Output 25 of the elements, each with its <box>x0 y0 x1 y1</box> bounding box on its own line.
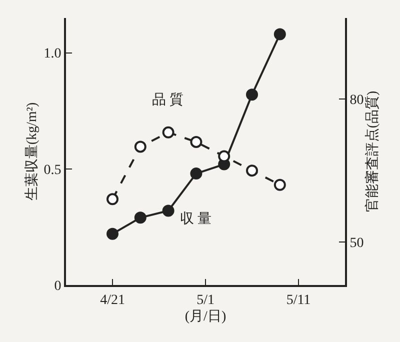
x-tick-label: 5/1 <box>196 292 214 308</box>
y2-tick-label: 80 <box>350 92 364 108</box>
point <box>274 178 286 191</box>
point <box>190 168 202 180</box>
point <box>162 204 174 217</box>
point <box>134 212 146 224</box>
x-axis-title: (月/日) <box>184 310 226 325</box>
point <box>106 228 118 240</box>
y-tick-label: 1.0 <box>44 46 62 62</box>
point <box>106 193 118 206</box>
series-label: 品 質 <box>152 92 184 108</box>
y2-axis-title: 官能審査評点(品質) <box>364 90 381 212</box>
x-tick-label: 5/11 <box>286 292 311 308</box>
point <box>134 140 146 153</box>
point <box>246 164 258 177</box>
y-axis-title: 生葉収量(kg/m²) <box>24 102 40 201</box>
x-tick-label: 4/21 <box>100 292 125 308</box>
series-label: 収 量 <box>180 211 212 227</box>
point <box>246 88 258 101</box>
point <box>162 126 174 138</box>
y2-tick-label: 50 <box>350 236 364 251</box>
y-tick-label: 0.5 <box>44 162 62 178</box>
point <box>274 28 286 40</box>
y-tick-label: 0 <box>54 278 62 294</box>
point <box>190 136 202 148</box>
